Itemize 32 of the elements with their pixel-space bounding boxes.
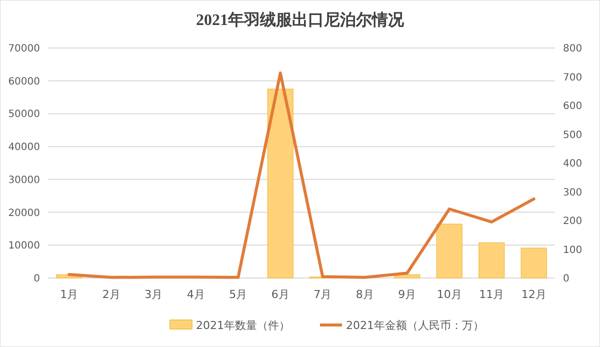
y2-tick-label: 100: [563, 244, 582, 256]
y-tick-label: 60000: [8, 76, 40, 88]
legend-label: 2021年金额（人民币：万）: [346, 318, 484, 332]
y2-tick-label: 700: [563, 72, 582, 84]
x-tick-label: 3月: [144, 288, 163, 301]
y2-tick-label: 600: [563, 101, 582, 112]
x-tick-label: 5月: [229, 288, 248, 301]
x-tick-label: 10月: [436, 288, 462, 301]
x-tick-label: 12月: [521, 288, 546, 301]
x-tick-label: 7月: [314, 288, 332, 301]
y-tick-label: 20000: [8, 208, 40, 219]
x-tick-label: 2月: [102, 288, 120, 301]
x-tick-label: 11月: [479, 288, 504, 301]
y-tick-label: 50000: [8, 109, 40, 120]
y-tick-label: 40000: [8, 142, 40, 154]
x-tick-label: 6月: [271, 288, 290, 301]
x-tick-label: 9月: [398, 288, 416, 301]
y-tick-label: 70000: [8, 44, 40, 54]
x-tick-label: 4月: [186, 288, 205, 301]
y2-tick-label: 300: [563, 187, 582, 198]
x-tick-label: 1月: [60, 288, 78, 301]
legend-label: 2021年数量（件）: [196, 318, 290, 332]
y2-tick-label: 400: [563, 158, 582, 170]
x-tick-label: 8月: [356, 288, 374, 301]
chart-title: 2021年羽绒服出口尼泊尔情况: [196, 11, 405, 29]
y2-tick-label: 0: [563, 274, 570, 284]
y2-tick-label: 500: [563, 130, 582, 141]
y-tick-label: 10000: [8, 240, 40, 252]
y2-tick-label: 800: [563, 44, 582, 54]
y2-tick-label: 200: [563, 216, 582, 227]
y-tick-label: 0: [34, 274, 40, 284]
y-tick-label: 30000: [8, 174, 40, 186]
